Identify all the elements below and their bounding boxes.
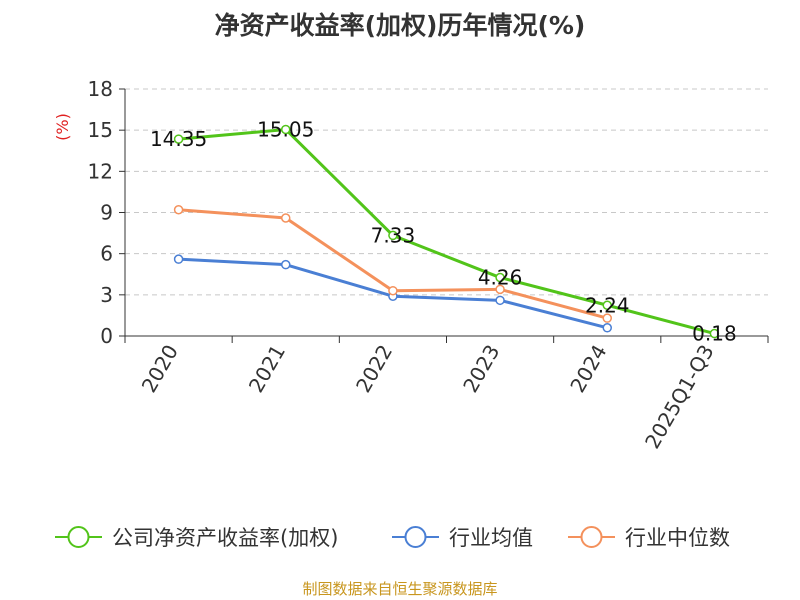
data-point bbox=[602, 300, 612, 311]
y-axis-title: (%) bbox=[53, 113, 72, 141]
data-point bbox=[388, 285, 398, 296]
y-tick-label: 18 bbox=[88, 77, 113, 101]
chart-title: 净资产收益率(加权)历年情况(%) bbox=[214, 11, 586, 40]
data-label: 7.33 bbox=[371, 223, 416, 247]
gridlines bbox=[125, 88, 768, 296]
legend-marker bbox=[67, 526, 90, 548]
data-label: 4.26 bbox=[478, 266, 523, 290]
data-point bbox=[173, 254, 184, 264]
y-tick-label: 12 bbox=[88, 159, 113, 183]
x-tick-label: 2025Q1-Q3 bbox=[640, 341, 719, 453]
data-label: 2.24 bbox=[585, 293, 630, 317]
y-tick-label: 3 bbox=[100, 283, 113, 307]
data-label: 15.05 bbox=[257, 117, 314, 141]
y-tick-label: 9 bbox=[100, 201, 113, 225]
series bbox=[173, 124, 720, 339]
data-point bbox=[281, 124, 291, 135]
legend-marker bbox=[404, 526, 427, 548]
data-point bbox=[602, 323, 612, 333]
data-label: 0.18 bbox=[692, 322, 737, 346]
data-point bbox=[709, 328, 720, 339]
data-labels: 14.35 15.05 7.33 4.26 2.24 0.18 bbox=[150, 117, 737, 345]
data-point bbox=[281, 259, 291, 270]
data-point bbox=[388, 230, 398, 241]
x-tick-label: 2023 bbox=[458, 341, 504, 397]
data-point bbox=[173, 134, 184, 144]
legend-marker bbox=[580, 526, 603, 548]
y-tick-label: 15 bbox=[88, 118, 113, 142]
series-line-0 bbox=[178, 127, 715, 335]
data-label: 14.35 bbox=[150, 127, 207, 151]
x-tick-label: 2021 bbox=[244, 341, 290, 397]
legend-label: 行业均值 bbox=[449, 526, 533, 550]
data-point bbox=[602, 313, 612, 323]
legend: 公司净资产收益率(加权) 行业均值 行业中位数 bbox=[55, 526, 730, 550]
y-tick-label: 6 bbox=[100, 242, 113, 266]
data-point bbox=[495, 284, 505, 295]
legend-label: 公司净资产收益率(加权) bbox=[112, 526, 338, 550]
source-footer: 制图数据来自恒生聚源数据库 bbox=[302, 580, 498, 598]
x-tick-label: 2024 bbox=[565, 341, 611, 397]
data-point bbox=[173, 205, 184, 215]
x-tick-label: 2022 bbox=[351, 341, 397, 397]
data-point bbox=[495, 272, 505, 283]
y-tick-label: 0 bbox=[100, 324, 113, 348]
data-point bbox=[281, 213, 291, 223]
data-point bbox=[495, 295, 505, 306]
legend-label: 行业中位数 bbox=[625, 526, 730, 550]
x-tick-label: 2020 bbox=[137, 341, 183, 397]
